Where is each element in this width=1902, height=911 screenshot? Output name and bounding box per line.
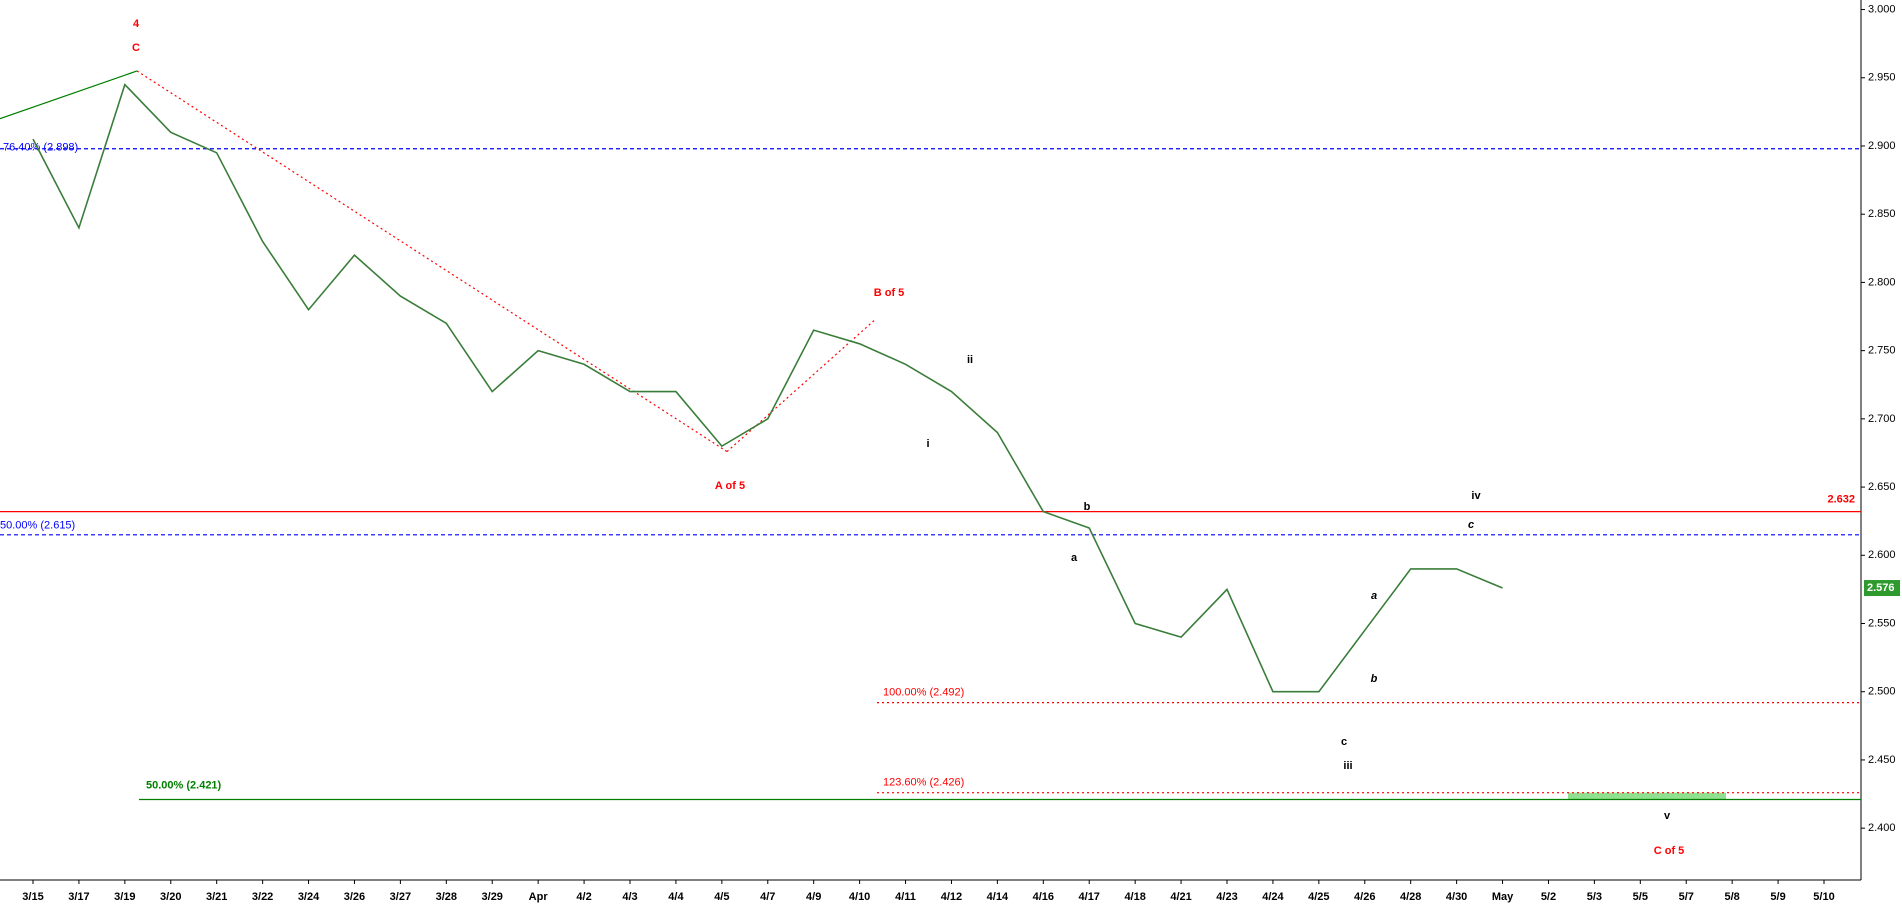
x-tick-label: 4/2 [576,891,591,903]
y-tick-label: 2.500 [1868,686,1896,698]
wave-label: A of 5 [715,480,745,492]
target-zone [1568,792,1726,800]
x-tick-label: 5/7 [1679,891,1694,903]
x-tick-label: 5/2 [1541,891,1556,903]
x-tick-label: 4/7 [760,891,775,903]
level-label: 2.632 [1827,494,1855,506]
y-tick-label: 2.450 [1868,754,1896,766]
x-tick-label: 4/5 [714,891,729,903]
x-tick-label: 4/10 [849,891,870,903]
x-tick-label: 4/9 [806,891,821,903]
level-label: 123.60% (2.426) [883,777,964,789]
wave-label: v [1664,810,1671,822]
x-tick-label: 4/28 [1400,891,1421,903]
x-tick-label: 4/24 [1262,891,1284,903]
price-line [32,83,1503,693]
x-tick-label: 4/25 [1308,891,1329,903]
level-label: 50.00% (2.421) [146,779,222,791]
trendline [136,70,728,453]
y-tick-label: 2.700 [1868,413,1896,425]
y-tick-label: 2.600 [1868,549,1896,561]
x-tick-label: 3/24 [298,891,320,903]
x-tick-label: 4/4 [668,891,684,903]
x-tick-label: 3/21 [206,891,227,903]
x-tick-label: 3/19 [114,891,135,903]
y-tick-label: 2.400 [1868,822,1896,834]
last-value-tag [1864,580,1900,597]
x-tick-label: 3/29 [482,891,503,903]
x-tick-label: 5/5 [1633,891,1648,903]
x-tick-label: 3/27 [390,891,411,903]
last-value-label: 2.576 [1867,582,1895,594]
wave-label: c [1468,519,1474,531]
wave-label: iv [1471,490,1481,502]
x-tick-label: 4/26 [1354,891,1375,903]
x-tick-label: 3/15 [22,891,43,903]
y-tick-label: 2.900 [1868,140,1896,152]
wave-label: a [1371,590,1377,602]
x-tick-label: 4/3 [622,891,637,903]
wave-label: b [1371,673,1378,685]
wave-label: iii [1343,760,1352,772]
x-tick-label: 5/3 [1587,891,1602,903]
level-label: 76.40% (2.898) [3,142,78,154]
x-tick-label: 4/23 [1216,891,1237,903]
y-tick-label: 3.000 [1868,3,1896,15]
x-tick-label: 3/22 [252,891,273,903]
level-label: 100.00% (2.492) [883,687,964,699]
wave-label: 4 [133,18,140,30]
wave-label: c [1341,736,1347,748]
wave-label: b [1084,501,1091,513]
x-tick-label: 3/26 [344,891,365,903]
x-tick-label: 4/17 [1079,891,1100,903]
y-tick-label: 2.850 [1868,208,1896,220]
wave-label: ii [967,354,973,366]
wave-label: a [1071,552,1078,564]
wave-label: B of 5 [874,287,905,299]
wave-label: i [926,438,929,450]
y-tick-label: 2.800 [1868,276,1896,288]
x-tick-label: 4/18 [1124,891,1145,903]
x-tick-label: 3/20 [160,891,181,903]
x-tick-label: 5/8 [1725,891,1740,903]
y-tick-label: 2.750 [1868,345,1896,357]
trendline [0,70,138,120]
x-tick-label: 4/12 [941,891,962,903]
x-tick-label: 4/16 [1033,891,1054,903]
level-label: 50.00% (2.615) [0,520,75,532]
x-tick-label: 4/30 [1446,891,1467,903]
wave-label: C of 5 [1654,845,1685,857]
y-tick-label: 2.950 [1868,72,1896,84]
x-tick-label: May [1492,891,1514,903]
x-tick-label: Apr [529,891,549,903]
y-tick-label: 2.650 [1868,481,1896,493]
x-tick-label: 3/28 [436,891,457,903]
x-tick-label: 5/9 [1770,891,1785,903]
x-tick-label: 3/17 [68,891,89,903]
x-tick-label: 4/14 [987,891,1009,903]
wave-label: C [132,42,140,54]
y-tick-label: 2.550 [1868,617,1896,629]
x-tick-label: 4/11 [895,891,916,903]
trendline [726,320,875,453]
x-tick-label: 5/10 [1813,891,1834,903]
x-tick-label: 4/21 [1170,891,1191,903]
